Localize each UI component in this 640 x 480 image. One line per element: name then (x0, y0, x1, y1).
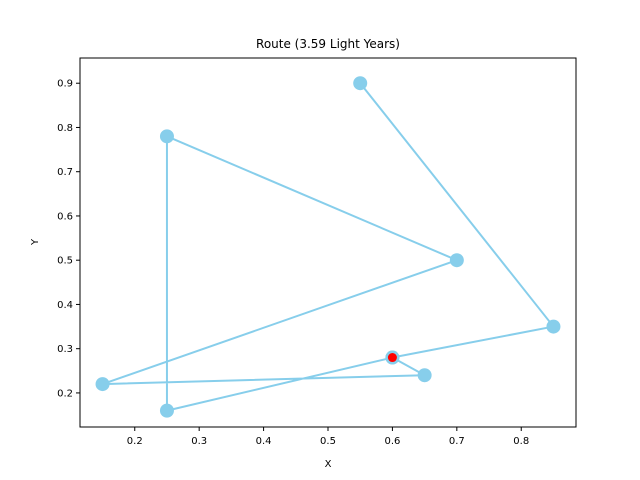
route-point (417, 368, 432, 383)
route-point (353, 76, 368, 91)
x-tick-label: 0.7 (449, 436, 465, 447)
route-point (449, 253, 464, 268)
y-tick-label: 0.8 (57, 123, 73, 134)
start-point-marker (387, 353, 397, 363)
y-tick-label: 0.6 (57, 211, 73, 222)
y-tick-label: 0.7 (57, 167, 73, 178)
y-tick-label: 0.4 (57, 300, 73, 311)
y-tick-label: 0.5 (57, 256, 73, 267)
x-axis: 0.2 0.3 0.4 0.5 0.6 0.7 0.8 (127, 427, 529, 447)
y-tick-label: 0.2 (57, 388, 73, 399)
x-tick-label: 0.8 (513, 436, 529, 447)
route-point (159, 403, 174, 418)
chart-title: Route (3.59 Light Years) (256, 37, 400, 51)
route-point (159, 129, 174, 144)
x-tick-label: 0.3 (191, 436, 207, 447)
route-point (95, 377, 110, 392)
route-point (546, 319, 561, 334)
x-tick-label: 0.4 (256, 436, 272, 447)
y-axis: 0.2 0.3 0.4 0.5 0.6 0.7 0.8 0.9 (57, 79, 80, 399)
y-axis-label: Y (30, 238, 41, 246)
y-tick-label: 0.9 (57, 79, 73, 90)
x-axis-label: X (325, 459, 332, 470)
x-tick-label: 0.6 (384, 436, 400, 447)
x-tick-label: 0.5 (320, 436, 336, 447)
y-tick-label: 0.3 (57, 344, 73, 355)
x-tick-label: 0.2 (127, 436, 143, 447)
plot-content (95, 76, 561, 418)
